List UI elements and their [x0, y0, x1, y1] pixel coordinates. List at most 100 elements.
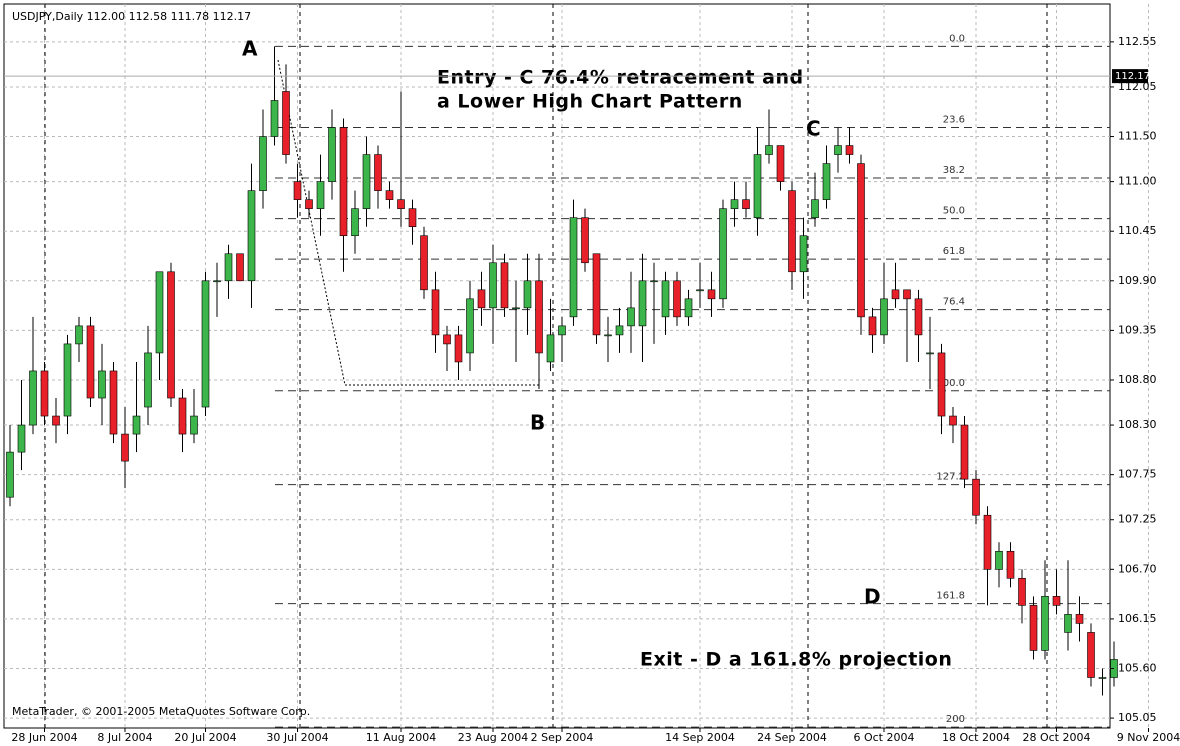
- y-tick-label: 109.35: [1118, 323, 1157, 336]
- y-tick-label: 105.60: [1118, 661, 1157, 674]
- candle-body: [1041, 596, 1049, 651]
- candle-body: [799, 235, 808, 273]
- candle-body: [362, 154, 371, 209]
- candle-body: [868, 316, 877, 336]
- x-tick-label: 6 Oct 2004: [853, 731, 914, 744]
- x-tick-label: 28 Jun 2004: [11, 731, 77, 744]
- fib-label: 61.8: [943, 246, 965, 257]
- x-tick-label: 2 Sep 2004: [531, 731, 594, 744]
- candle-body: [627, 307, 635, 327]
- candle-body: [719, 208, 727, 300]
- candle-body: [454, 334, 463, 363]
- fib-label: 200: [946, 714, 965, 725]
- y-axis: 112.55 112.05 111.50 111.00 110.45 109.90 109.…: [1110, 35, 1157, 724]
- fib-label: 23.6: [943, 115, 965, 126]
- y-tick-label: 106.15: [1118, 612, 1157, 625]
- footer: MetaTrader, © 2001-2005 MetaQuotes Softw…: [12, 705, 310, 718]
- x-tick-label: 18 Oct 2004: [942, 731, 1010, 744]
- candle-body: [132, 415, 141, 435]
- candle-body: [857, 163, 865, 318]
- candle-body: [684, 298, 693, 318]
- header: USDJPY,Daily 112.00 112.58 111.78 112.17: [12, 10, 251, 23]
- candle-body: [926, 352, 934, 355]
- candle-body: [40, 370, 49, 417]
- candle-body: [201, 280, 210, 408]
- candle-body: [615, 325, 624, 336]
- plot-frame: [3, 3, 1111, 729]
- candle-body: [1075, 614, 1084, 624]
- candle-body: [190, 415, 198, 435]
- candle-body: [1087, 632, 1095, 678]
- candle-body: [535, 280, 543, 354]
- candle-body: [178, 397, 187, 435]
- candle-body: [730, 199, 739, 209]
- candle-body: [569, 217, 578, 318]
- candle-body: [995, 550, 1003, 570]
- candle-body: [661, 280, 670, 318]
- x-tick-label: 8 Jul 2004: [97, 731, 152, 744]
- candle-body: [949, 415, 957, 426]
- candle-body: [144, 352, 152, 408]
- y-tick-label: 111.50: [1118, 130, 1157, 143]
- fib-label: 127.2: [936, 472, 965, 483]
- candle-body: [834, 145, 842, 155]
- candle-body: [776, 145, 785, 182]
- candle-body: [339, 127, 348, 237]
- candle-body: [98, 370, 106, 399]
- fib-label: 76.4: [943, 297, 965, 308]
- fib-label: 161.8: [936, 591, 965, 602]
- candle-body: [29, 370, 37, 426]
- candle-body: [638, 280, 647, 327]
- candle-body: [466, 298, 474, 354]
- candle-body: [983, 514, 992, 570]
- y-tick-label: 111.00: [1118, 175, 1157, 188]
- candle-body: [523, 280, 532, 309]
- candles: [6, 46, 1118, 696]
- candle-body: [443, 334, 451, 345]
- x-tick-label: 11 Aug 2004: [366, 731, 436, 744]
- candle-body: [972, 478, 980, 516]
- candle-body: [1018, 578, 1026, 606]
- x-tick-label: 14 Sep 2004: [665, 731, 735, 744]
- candle-body: [293, 181, 302, 200]
- fib-label: 0.0: [949, 33, 965, 44]
- candle-body: [17, 424, 26, 453]
- fib-label: 38.2: [943, 165, 965, 176]
- candle-body: [420, 235, 428, 291]
- candle-body: [489, 262, 497, 309]
- candle-body: [937, 352, 946, 417]
- candle-body: [673, 280, 681, 318]
- trend-line: [277, 59, 346, 386]
- candle-body: [328, 127, 336, 182]
- candle-body: [880, 298, 888, 336]
- candle-body: [1064, 614, 1072, 633]
- candle-body: [914, 298, 923, 336]
- y-tick-label: 110.45: [1118, 224, 1157, 237]
- candle-body: [707, 289, 716, 300]
- candle-body: [86, 325, 95, 399]
- candle-body: [6, 451, 14, 498]
- candle-body: [431, 289, 440, 336]
- entry-note: a Lower High Chart Pattern: [437, 91, 743, 113]
- candle-body: [960, 424, 969, 480]
- candle-body: [259, 136, 267, 191]
- candle-body: [1052, 596, 1061, 606]
- candle-body: [247, 190, 256, 282]
- candle-body: [581, 217, 589, 264]
- candle-body: [397, 199, 405, 209]
- candle-body: [546, 334, 555, 363]
- candle-body: [592, 253, 601, 336]
- x-tick-label: 24 Sep 2004: [757, 731, 827, 744]
- candle-body: [1029, 605, 1038, 651]
- candle-body: [822, 163, 831, 200]
- candle-body: [408, 208, 417, 227]
- candle-body: [351, 208, 359, 237]
- y-tick-label: 107.75: [1118, 468, 1157, 481]
- x-tick-label: 20 Jul 2004: [174, 731, 236, 744]
- candle-body: [742, 199, 750, 209]
- candle-body: [753, 154, 762, 218]
- candle-body: [650, 280, 658, 283]
- label-a: A: [242, 37, 258, 61]
- y-tick-label: 105.05: [1118, 711, 1157, 724]
